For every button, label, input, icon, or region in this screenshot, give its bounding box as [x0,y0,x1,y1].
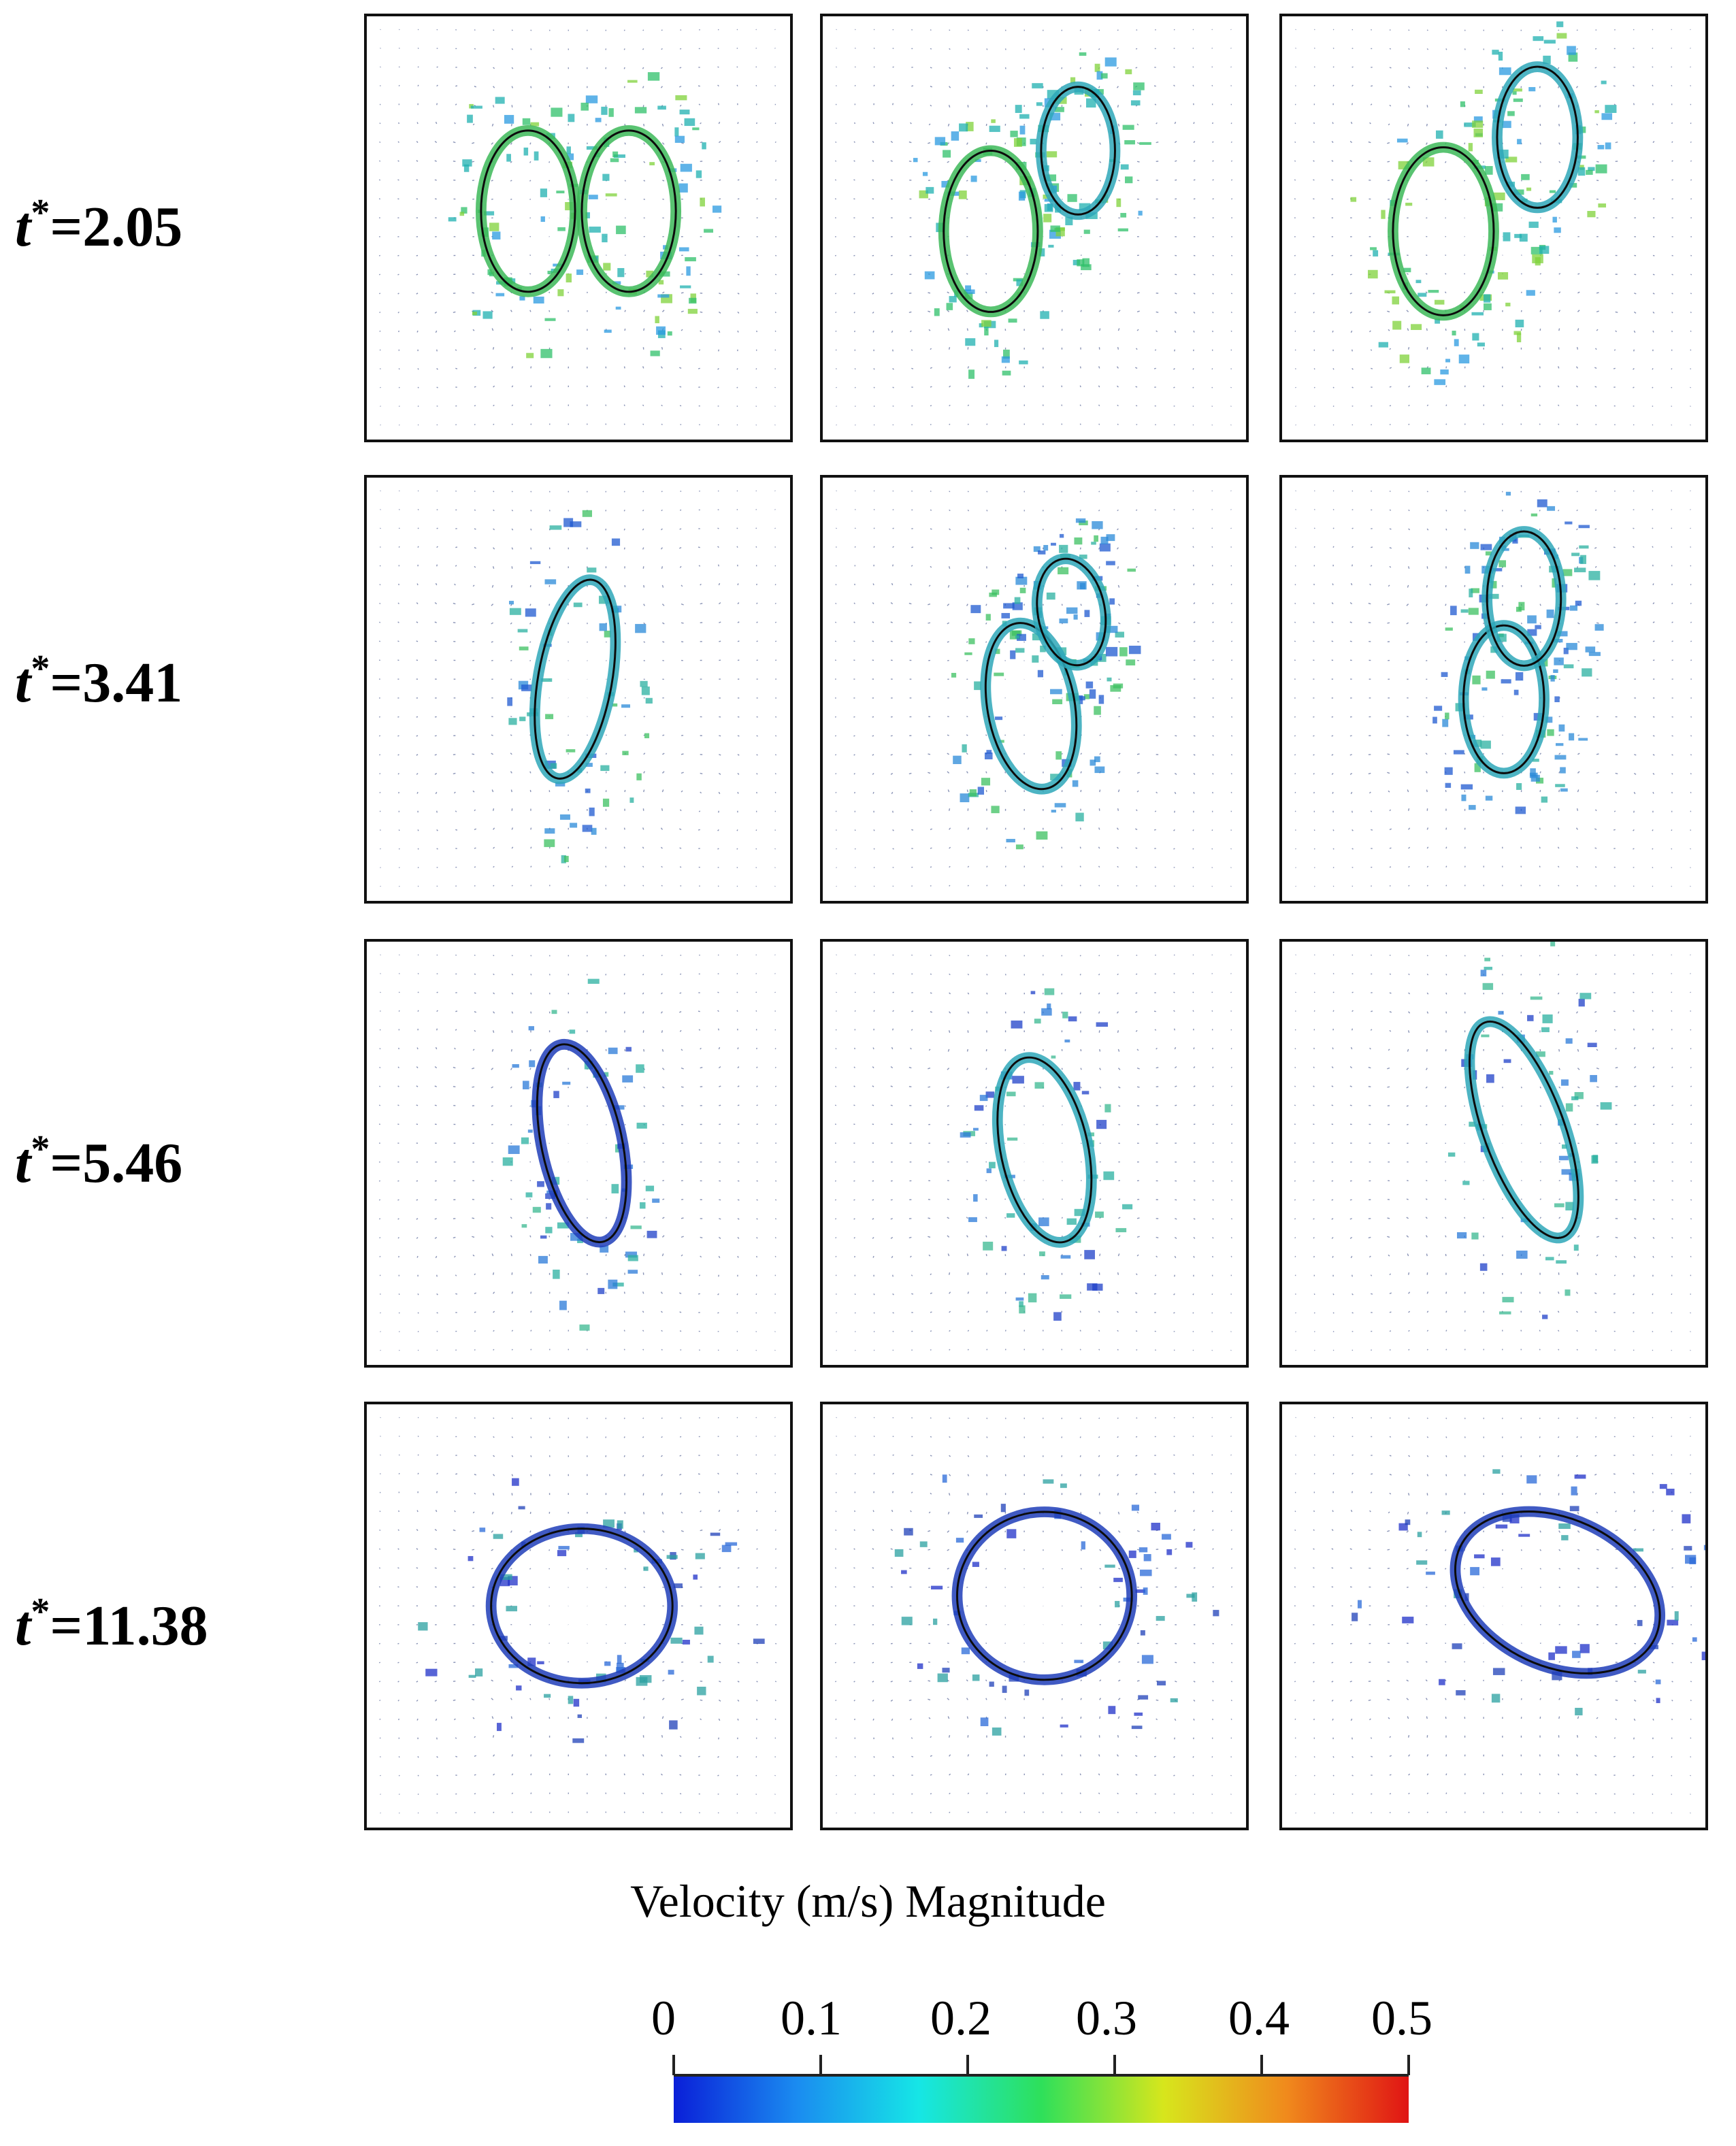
velocity-field-panel [364,1402,793,1830]
droplet-interface [1388,142,1499,321]
velocity-field-panel [364,475,793,904]
velocity-field-panel [1279,14,1708,442]
vector-field-plot [1294,1417,1705,1814]
velocity-color-patches [448,72,722,359]
time-symbol: t [15,1594,31,1657]
time-value: =11.38 [50,1594,208,1657]
arrow-field [1294,29,1692,426]
velocity-color-patches [960,988,1133,1321]
velocity-field-panel [820,14,1249,442]
vector-field-plot [834,954,1233,1351]
arrow-field [378,954,777,1351]
velocity-field-panel [820,475,1249,904]
velocity-color-patches [502,978,660,1331]
row-label-1: t*=2.05 [15,194,182,256]
colorbar-tick-label: 0.1 [781,1991,842,2045]
droplet-interface [529,574,621,785]
droplet-interface [1481,526,1567,672]
colorbar-tick-label: 0.2 [930,1991,992,2045]
time-value: =3.41 [50,651,183,714]
arrow-field [834,954,1233,1351]
row-label-4: t*=11.38 [15,1593,208,1655]
vector-field-plot [1294,942,1692,1351]
time-superscript: * [31,648,50,690]
velocity-color-patches [1447,942,1612,1319]
arrow-field [1294,1417,1692,1814]
vector-field-plot [378,29,777,426]
arrow-field [834,29,1233,426]
vector-field-plot [1294,490,1692,887]
time-superscript: * [31,1128,50,1170]
droplet-interface [938,145,1043,318]
droplet-interface [951,1506,1138,1685]
row-label-2: t*=3.41 [15,650,182,712]
velocity-color-patches [418,1478,765,1743]
vector-field-plot [834,490,1233,887]
velocity-field-panel [820,939,1249,1368]
vector-field-plot [834,29,1233,426]
droplet-interface [576,125,682,297]
droplet-interface [1031,553,1111,671]
time-value: =5.46 [50,1132,183,1195]
velocity-color-patches [507,510,653,863]
arrow-field [1294,954,1692,1351]
vector-field-plot [378,954,777,1351]
time-symbol: t [15,1132,31,1195]
droplet-interface [1464,1016,1584,1244]
velocity-field-panel [364,14,793,442]
colorbar-tick-label: 0.5 [1371,1991,1432,2045]
time-symbol: t [15,651,31,714]
velocity-field-panel [364,939,793,1368]
droplet-interface [1458,620,1550,779]
velocity-field-panel [820,1402,1249,1830]
vector-field-plot [378,490,777,887]
velocity-color-patches [894,1474,1219,1736]
droplet-interface [980,617,1082,795]
droplet-interface [1450,1506,1666,1679]
velocity-field-panel [1279,939,1708,1368]
arrow-field [378,1417,777,1814]
droplet-interface [531,1038,632,1248]
droplet-interface [1035,81,1121,220]
colorbar-title: Velocity (m/s) Magnitude [630,1875,1106,1927]
time-superscript: * [31,1591,50,1633]
colorbar-tick-label: 0.3 [1076,1991,1137,2045]
colorbar-tick-label: 0 [651,1991,676,2045]
colorbar-tick-label: 0.4 [1228,1991,1290,2045]
vector-field-plot [1294,21,1692,426]
time-superscript: * [31,192,50,234]
vector-field-plot [834,1417,1233,1814]
row-label-3: t*=5.46 [15,1130,183,1195]
vector-field-plot [378,1417,777,1814]
droplet-interface [1492,61,1584,214]
velocity-field-panel [1279,1402,1708,1830]
droplet-interface [475,125,580,297]
arrow-field [378,490,777,887]
droplet-interface [992,1052,1097,1248]
time-value: =2.05 [50,195,183,259]
droplet-interface [485,1523,678,1689]
arrow-field [834,1417,1233,1814]
velocity-field-panel [1279,475,1708,904]
time-symbol: t [15,195,31,259]
